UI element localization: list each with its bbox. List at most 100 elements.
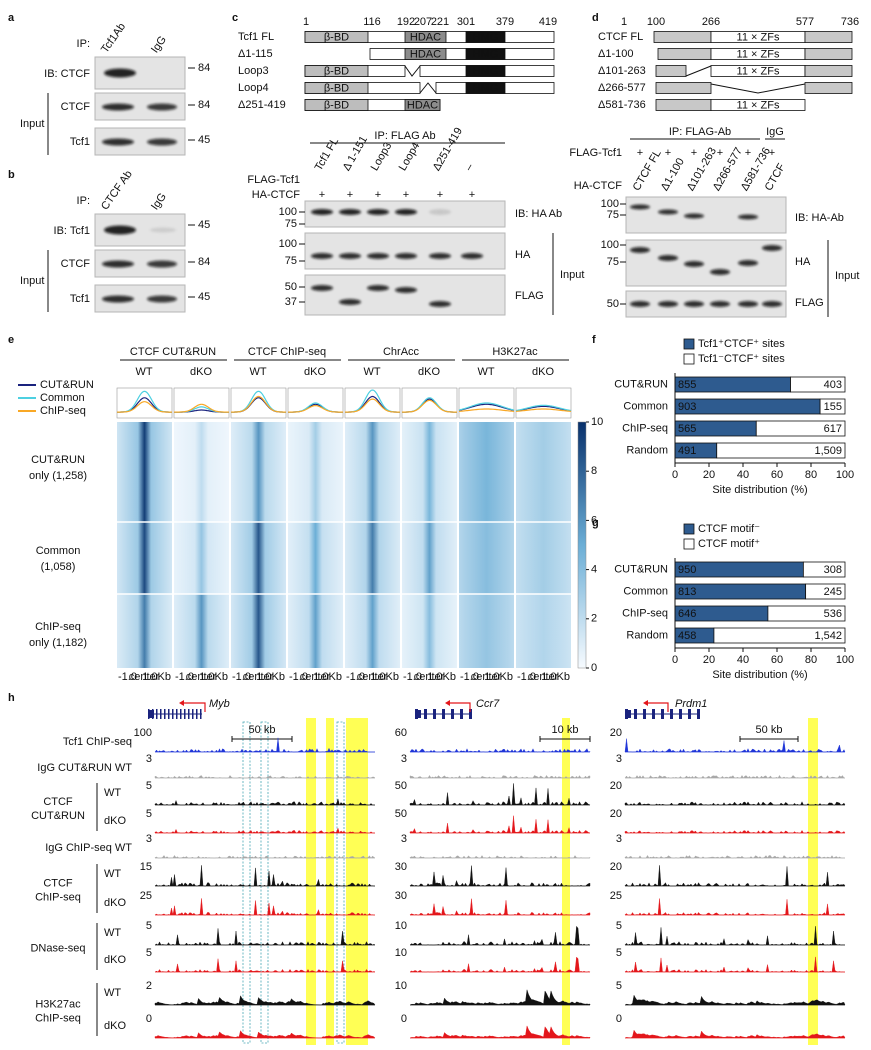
signal-track: [154, 855, 376, 859]
tss-arrowhead: [445, 700, 450, 706]
track-scale: 50: [395, 780, 407, 792]
band: [367, 209, 389, 215]
size-marker: 75: [285, 255, 297, 267]
highlight: [306, 718, 316, 1045]
exon: [451, 709, 454, 719]
domain-box: [804, 31, 853, 43]
x-tick-label: 40: [737, 654, 749, 666]
row-label: CUT&RUN: [31, 454, 85, 466]
profile-curve: [288, 405, 343, 413]
exon: [180, 709, 182, 719]
domain-box: [657, 48, 712, 60]
track-scale: 20: [610, 727, 622, 739]
track-scale: 10: [395, 980, 407, 992]
plus: +: [319, 189, 325, 201]
domain-box: [369, 48, 555, 60]
exon: [469, 709, 472, 719]
domain-box: [304, 65, 369, 77]
domain-box: [465, 65, 506, 77]
track-scale: 10: [395, 947, 407, 959]
profile-curve: [345, 398, 400, 413]
blot-label: Tcf1: [70, 293, 90, 305]
blot-label: Tcf1: [70, 136, 90, 148]
band: [367, 285, 389, 291]
lane-label: Δ251-419: [431, 126, 465, 173]
x-tick-label: -1.0: [346, 671, 365, 683]
bar-segment: [819, 398, 846, 415]
size-marker: 75: [607, 256, 619, 268]
profile-curve: [117, 397, 172, 413]
construct-label: Δ101-263: [598, 65, 646, 77]
domain-box: [710, 99, 806, 111]
blot-label: CTCF: [61, 258, 91, 270]
domain-box: [804, 65, 853, 77]
heatmap-block: [459, 594, 514, 668]
lane-label: Δ 1-151: [341, 134, 370, 173]
exon: [188, 709, 190, 719]
highlight: [326, 718, 334, 1045]
x-tick-label: 1.0Kb: [427, 671, 456, 683]
exon: [196, 709, 198, 719]
x-tick-label: 80: [805, 654, 817, 666]
legend-swatch: [683, 338, 695, 350]
track-label: ChIP-seq: [35, 891, 81, 903]
track-scale: 30: [395, 890, 407, 902]
signal-track: [154, 865, 375, 887]
x-tick-label: 0: [672, 469, 678, 481]
exon: [460, 709, 463, 719]
band: [461, 253, 483, 259]
x-tick-label: 100: [836, 469, 854, 481]
construct-label: Δ581-736: [598, 99, 646, 111]
tss-arrowhead: [179, 700, 184, 706]
track-scale: 60: [395, 727, 407, 739]
lane-label: CTCF Ab: [99, 168, 135, 212]
track-scale: 3: [146, 833, 152, 845]
x-tick-label: 1.0Kb: [484, 671, 513, 683]
profile-frame: [116, 387, 173, 419]
legend-swatch: [683, 538, 695, 550]
scale-bar-label: 50 kb: [756, 724, 783, 736]
domain-label: 11 × ZFs: [737, 99, 780, 111]
domain-box: [304, 31, 369, 43]
heatmap-block: [402, 594, 457, 668]
size-marker: 100: [601, 239, 619, 251]
heatmap-block: [231, 522, 286, 594]
row-label: only (1,258): [29, 470, 87, 482]
plus: +: [437, 189, 443, 201]
band: [429, 209, 451, 215]
plus: +: [637, 147, 643, 159]
signal-track: [154, 775, 376, 779]
band: [339, 253, 361, 259]
band: [630, 301, 650, 307]
band: [738, 301, 758, 307]
aa-position: 1: [303, 16, 309, 28]
plus: +: [375, 189, 381, 201]
lane-label: IgG: [149, 191, 169, 212]
domain-label: HDAC: [407, 99, 438, 111]
group-header: H3K27ac: [492, 346, 538, 358]
lane-label: Loop3: [369, 140, 395, 172]
exon: [172, 709, 174, 719]
band: [738, 260, 758, 266]
value-label: 155: [824, 401, 842, 413]
track-scale: 100: [134, 727, 152, 739]
ip-label: IP: FLAG-Ab: [669, 126, 731, 138]
bar-segment: [802, 561, 846, 578]
condition-label: WT: [135, 366, 152, 378]
condition-label: dKO: [190, 366, 212, 378]
construct-label: Δ1-115: [238, 48, 273, 60]
domain-label: 11 × ZFs: [737, 31, 780, 43]
domain-box: [655, 65, 687, 77]
exon: [688, 709, 691, 719]
row-label: (1,058): [41, 561, 76, 573]
x-tick-label: 1.0Kb: [541, 671, 570, 683]
size-marker: 75: [607, 209, 619, 221]
profile-curve: [174, 403, 229, 413]
track-label: ChIP-seq: [35, 1012, 81, 1024]
heatmap-block: [345, 522, 400, 594]
band: [429, 301, 451, 307]
band: [461, 209, 483, 215]
band: [738, 214, 758, 220]
lane-label: Tcf1 FL: [313, 136, 341, 173]
tss-arrow: [184, 702, 206, 712]
